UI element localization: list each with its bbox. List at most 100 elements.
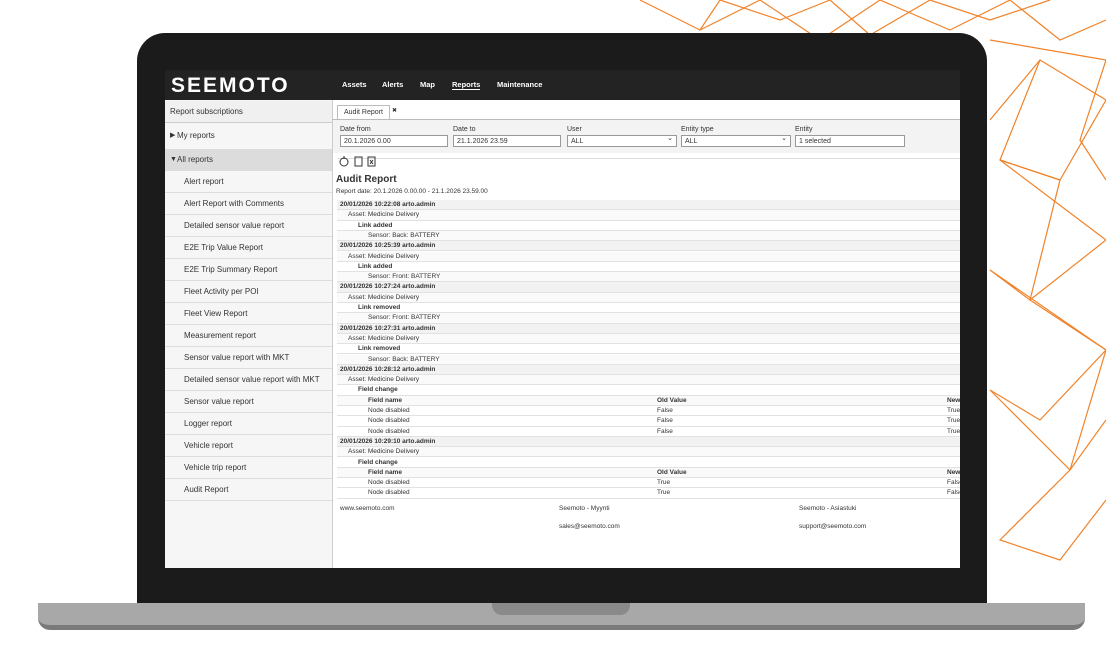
cell: Node disabled	[368, 417, 410, 425]
action-row	[337, 220, 960, 231]
cell: False	[947, 489, 960, 497]
detail-row	[337, 313, 960, 324]
sidebar-item[interactable]: E2E Trip Summary Report	[165, 259, 332, 281]
tab-line	[332, 119, 960, 120]
sidebar-item[interactable]: Vehicle report	[165, 435, 332, 457]
detail-row	[337, 272, 960, 283]
cell: False	[657, 407, 673, 414]
top-nav	[165, 70, 960, 100]
action: Link removed	[358, 304, 401, 311]
tab[interactable]: Audit Report	[337, 105, 390, 119]
filter-input[interactable]: 21.1.2026 23.59	[453, 135, 561, 147]
filter-input[interactable]: 20.1.2026 0.00	[340, 135, 448, 147]
entry-row	[337, 282, 960, 293]
cell: False	[657, 417, 673, 425]
entry-row	[337, 323, 960, 334]
asset-row	[337, 292, 960, 303]
asset: Asset: Medicine Delivery	[348, 334, 420, 342]
asset: Asset: Medicine Delivery	[348, 376, 420, 384]
footer-sales[interactable]: Seemoto - Myynti	[559, 505, 610, 512]
entry-header: 20/01/2026 10:29:10 arto.admin	[340, 437, 436, 445]
cell: True	[947, 417, 960, 425]
nav-item[interactable]: Alerts	[382, 80, 404, 89]
logo: SEEMOTO	[171, 74, 290, 97]
entry-row	[337, 241, 960, 252]
action-row	[337, 385, 960, 396]
group-arrow: ▼	[170, 156, 177, 163]
entry-row	[337, 364, 960, 376]
detail-row	[337, 354, 960, 365]
column-header: Field name	[368, 396, 402, 404]
table-header-row	[337, 395, 960, 406]
sidebar-item[interactable]: Sensor value report with MKT	[165, 347, 332, 369]
column-header: Old Value	[657, 468, 687, 476]
asset: Asset: Medicine Delivery	[348, 293, 420, 301]
nav-item[interactable]: Map	[420, 80, 435, 89]
report-title: Audit Report	[336, 174, 397, 185]
sidebar-item[interactable]: Logger report	[165, 413, 332, 435]
cell: True	[657, 489, 671, 497]
entry-header: 20/01/2026 10:27:24 arto.admin	[340, 283, 436, 291]
asset-row	[337, 447, 960, 458]
nav-item[interactable]: Assets	[342, 80, 367, 89]
action: Field change	[358, 386, 398, 394]
asset-row	[337, 210, 960, 221]
group-arrow: ▶	[170, 132, 176, 139]
sidebar-item[interactable]: Audit Report	[165, 479, 332, 501]
footer-sales[interactable]: sales@seemoto.com	[559, 523, 620, 530]
sidebar-group[interactable]: My reports	[177, 131, 215, 140]
sidebar-item[interactable]: Alert report	[165, 171, 332, 193]
footer-support[interactable]: Seemoto - Asiastuki	[799, 505, 857, 512]
filter-label: Entity	[795, 126, 813, 133]
table-row	[337, 426, 960, 437]
table-row	[337, 478, 960, 489]
table-row	[337, 488, 960, 499]
action-row	[337, 303, 960, 314]
sidebar-item[interactable]: Detailed sensor value report with MKT	[165, 369, 332, 391]
sidebar-group[interactable]: All reports	[177, 155, 214, 164]
filter-input[interactable]: ALL ⌄	[567, 135, 677, 147]
filter-label: Date from	[340, 126, 371, 133]
sidebar-title[interactable]: Report subscriptions	[165, 101, 332, 123]
export-icons[interactable]	[337, 154, 397, 168]
footer-support[interactable]: support@seemoto.com	[799, 523, 867, 530]
asset-row	[337, 251, 960, 262]
sidebar-item[interactable]: Sensor value report	[165, 391, 332, 413]
sidebar-item[interactable]: E2E Trip Value Report	[165, 237, 332, 259]
sidebar-item[interactable]: Fleet View Report	[165, 303, 332, 325]
cell: False	[657, 427, 673, 435]
action: Link added	[358, 221, 393, 229]
sidebar-item[interactable]: Fleet Activity per POI	[165, 281, 332, 303]
sidebar-item[interactable]: Vehicle trip report	[165, 457, 332, 479]
table-row	[337, 416, 960, 427]
column-header: Field name	[368, 468, 402, 476]
action-row	[337, 457, 960, 468]
tab-close[interactable]: ✖	[392, 108, 398, 114]
report-date: Report date: 20.1.2026 0.00.00 - 21.1.20…	[336, 188, 488, 195]
sidebar-item[interactable]: Detailed sensor value report	[165, 215, 332, 237]
screen: SEEMOTO Assets Alerts Map Reports Maintenance…	[165, 70, 960, 568]
cell: Node disabled	[368, 407, 410, 414]
filter-label: User	[567, 126, 582, 133]
cell: True	[947, 407, 960, 414]
filter-label: Entity type	[681, 126, 714, 133]
cell: False	[947, 479, 960, 487]
action: Link removed	[358, 345, 401, 353]
nav-item[interactable]: Reports	[452, 80, 481, 90]
asset-row	[337, 333, 960, 345]
group-highlight	[165, 149, 332, 171]
filter-input[interactable]: 1 selected	[795, 135, 905, 147]
filter-input[interactable]: ALL ⌄	[681, 135, 791, 147]
nav-item[interactable]: Maintenance	[497, 80, 543, 89]
asset: Asset: Medicine Delivery	[348, 448, 420, 456]
detail: Sensor: Front: BATTERY	[368, 273, 441, 281]
sidebar-item[interactable]: Measurement report	[165, 325, 332, 347]
filter-label: Date to	[453, 126, 476, 133]
footer-link[interactable]: www.seemoto.com	[340, 505, 395, 512]
sidebar-item[interactable]: Alert Report with Comments	[165, 193, 332, 215]
action: Link added	[358, 262, 393, 270]
asset-row	[337, 375, 960, 386]
entry-header: 20/01/2026 10:25:39 arto.admin	[340, 242, 436, 250]
divider	[337, 158, 960, 159]
